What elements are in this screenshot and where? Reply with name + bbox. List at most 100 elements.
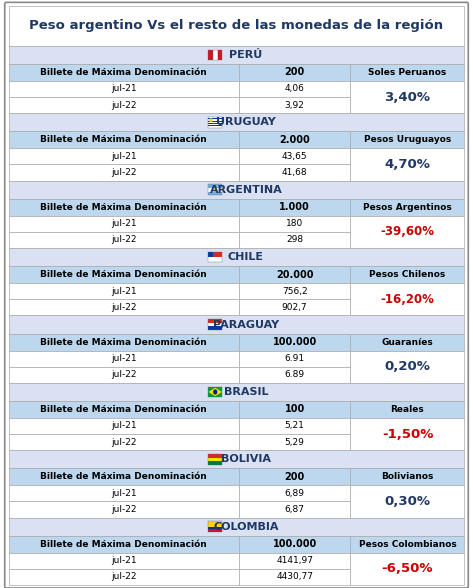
Bar [350,350,464,383]
Bar [208,252,222,262]
Text: 100.000: 100.000 [272,539,317,549]
Bar [208,117,222,128]
Bar [239,333,350,350]
Bar [350,469,464,485]
Text: 180: 180 [286,219,303,228]
Bar [239,418,350,434]
Bar [239,216,350,232]
Bar [208,326,222,330]
Text: URUGUAY: URUGUAY [216,118,276,128]
Bar [239,148,350,165]
Bar [239,132,350,148]
Text: Pesos Uruguayos: Pesos Uruguayos [364,135,451,145]
Text: ARGENTINA: ARGENTINA [210,185,282,195]
Text: jul-22: jul-22 [111,370,136,379]
Bar [208,454,222,457]
Text: jul-22: jul-22 [111,168,136,177]
Bar [239,502,350,517]
Text: Guaraníes: Guaraníes [382,338,433,346]
Text: 4430,77: 4430,77 [276,573,313,582]
Bar [208,522,222,532]
Text: jul-22: jul-22 [111,437,136,447]
Text: 5,21: 5,21 [285,422,305,430]
Text: Billete de Máxima Denominación: Billete de Máxima Denominación [40,68,207,77]
Text: Reales: Reales [391,405,424,414]
Bar [239,536,350,553]
Bar [208,123,222,124]
Bar [208,49,213,60]
Text: jul-21: jul-21 [111,489,136,498]
Text: PARAGUAY: PARAGUAY [213,319,279,329]
Bar [208,319,222,323]
Text: 200: 200 [285,68,305,78]
Text: BRASIL: BRASIL [224,387,268,397]
Text: -1,50%: -1,50% [382,427,433,440]
Bar [350,418,464,450]
Text: 756,2: 756,2 [282,287,307,296]
Text: 3,92: 3,92 [285,101,305,110]
Bar [9,418,239,434]
Bar [239,97,350,113]
Bar [213,49,218,60]
Text: jul-21: jul-21 [111,287,136,296]
Bar [9,569,239,585]
Bar [208,192,222,195]
Bar [239,434,350,450]
Bar [9,299,239,316]
Bar [9,536,239,553]
Text: jul-22: jul-22 [111,101,136,110]
Bar [350,81,464,113]
Bar [9,113,464,132]
Bar [208,323,222,326]
Bar [239,469,350,485]
Bar [350,536,464,553]
Text: 4,06: 4,06 [285,85,305,93]
Bar [208,188,222,192]
Bar [9,383,464,401]
Text: Pesos Chilenos: Pesos Chilenos [369,270,446,279]
Bar [9,367,239,383]
Bar [239,64,350,81]
Bar [208,252,222,257]
Text: Billete de Máxima Denominación: Billete de Máxima Denominación [40,405,207,414]
Bar [239,367,350,383]
Bar [9,132,239,148]
Text: 43,65: 43,65 [282,152,307,161]
Text: jul-22: jul-22 [111,505,136,514]
Bar [9,517,464,536]
Bar [208,454,222,465]
Bar [239,283,350,299]
Bar [208,457,222,461]
Bar [9,485,239,502]
Bar [9,6,464,46]
Text: 200: 200 [285,472,305,482]
Text: Soles Peruanos: Soles Peruanos [368,68,447,77]
Bar [9,266,239,283]
Bar [239,350,350,367]
Bar [208,529,222,532]
Bar [350,553,464,585]
Text: 6,89: 6,89 [285,489,305,498]
Bar [350,132,464,148]
Bar [208,125,222,126]
Bar [9,401,239,418]
Bar [239,81,350,97]
Bar [239,553,350,569]
Text: COLOMBIA: COLOMBIA [213,522,279,532]
Text: Peso argentino Vs el resto de las monedas de la región: Peso argentino Vs el resto de las moneda… [29,19,444,32]
Text: PERÚ: PERÚ [229,50,263,60]
Bar [9,216,239,232]
Polygon shape [209,387,222,396]
Bar [239,266,350,283]
Bar [239,299,350,316]
Bar [350,333,464,350]
Bar [208,319,222,330]
Bar [9,199,239,216]
Bar [9,81,239,97]
Bar [9,283,239,299]
Text: 0,20%: 0,20% [385,360,430,373]
Bar [239,232,350,248]
Bar [9,553,239,569]
Text: Pesos Argentinos: Pesos Argentinos [363,203,452,212]
Bar [239,401,350,418]
